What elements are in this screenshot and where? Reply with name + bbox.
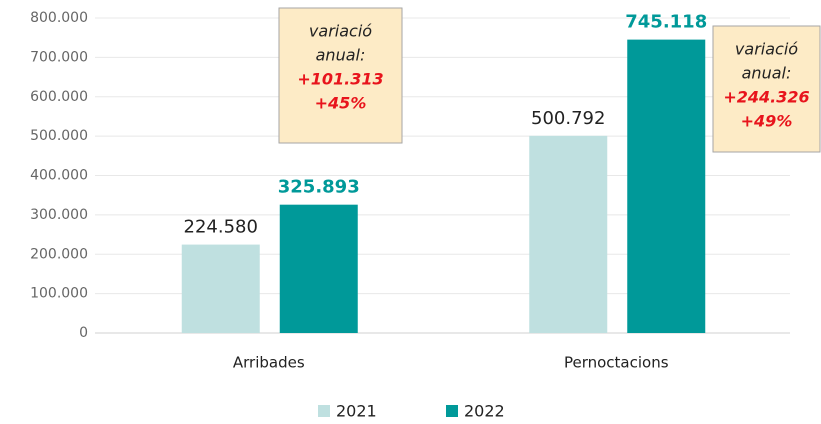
value-label: 224.580 xyxy=(184,217,258,238)
annotation-change: +244.326 xyxy=(723,88,809,107)
annotation-text: variació xyxy=(309,22,372,41)
legend-label: 2022 xyxy=(464,402,505,421)
annotation-box xyxy=(712,25,821,153)
legend-swatch xyxy=(318,405,330,417)
y-tick-label: 800.000 xyxy=(30,10,88,26)
y-tick-label: 300.000 xyxy=(30,207,88,223)
annotation-box xyxy=(278,7,403,144)
value-label: 500.792 xyxy=(531,108,605,129)
annotation-text: anual: xyxy=(316,46,366,65)
bar xyxy=(181,244,260,333)
y-tick-label: 0 xyxy=(79,325,88,341)
annotation-text: anual: xyxy=(742,64,792,83)
annotation-text: variació xyxy=(735,40,798,59)
y-tick-label: 700.000 xyxy=(30,49,88,65)
annotation-change: +101.313 xyxy=(297,70,383,89)
x-tick-label: Arribades xyxy=(233,354,305,372)
x-tick-label: Pernoctacions xyxy=(564,354,669,372)
y-tick-label: 200.000 xyxy=(30,246,88,262)
y-tick-label: 500.000 xyxy=(30,128,88,144)
y-tick-label: 100.000 xyxy=(30,286,88,302)
annotation-change: +45% xyxy=(315,94,367,113)
value-label: 745.118 xyxy=(625,12,707,33)
bar xyxy=(279,204,358,333)
value-label: 325.893 xyxy=(278,177,360,198)
y-tick-label: 600.000 xyxy=(30,89,88,105)
legend-swatch xyxy=(446,405,458,417)
annotation-change: +49% xyxy=(741,112,793,131)
legend-label: 2021 xyxy=(336,402,377,421)
y-tick-label: 400.000 xyxy=(30,168,88,184)
bar xyxy=(627,39,706,333)
bar xyxy=(529,135,608,333)
